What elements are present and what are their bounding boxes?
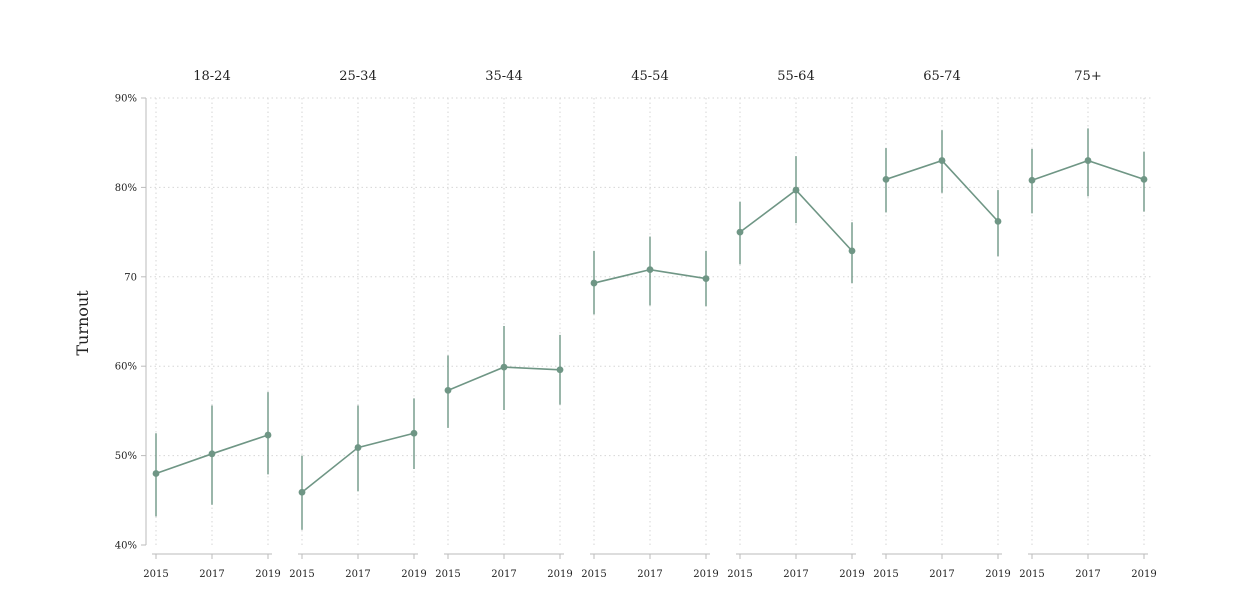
- data-point: [994, 217, 1002, 225]
- x-tick-label: 2019: [693, 569, 718, 580]
- y-tick-label: 60%: [115, 362, 137, 373]
- data-point: [702, 275, 710, 282]
- panel-45-54: 45-54 2015 2017 2019: [581, 69, 718, 580]
- x-tick-label: 2015: [289, 569, 314, 580]
- data-point: [848, 247, 856, 255]
- panel-18-24: 18-24 2015 2017 2019: [143, 69, 280, 580]
- x-tick-label: 2015: [1019, 569, 1044, 580]
- y-axis: 40% 50% 60% 70 80% 90%: [115, 94, 1152, 552]
- panel-75+: 75+ 2015 2017 2019: [1019, 69, 1156, 580]
- y-tick-label: 40%: [115, 541, 137, 552]
- x-tick-label: 2019: [401, 569, 426, 580]
- y-tick-label: 50%: [115, 451, 137, 462]
- data-point: [1084, 157, 1092, 164]
- panel-title: 18-24: [193, 69, 230, 84]
- data-point: [590, 279, 598, 287]
- x-tick-label: 2017: [199, 569, 224, 580]
- data-point: [444, 386, 452, 394]
- data-point: [298, 488, 306, 496]
- data-point: [938, 157, 946, 164]
- x-tick-label: 2017: [1075, 569, 1100, 580]
- data-point: [792, 186, 800, 194]
- y-axis-label: Turnout: [73, 290, 92, 356]
- x-tick-label: 2015: [581, 569, 606, 580]
- x-tick-label: 2019: [547, 569, 572, 580]
- y-tick-label: 80%: [115, 183, 137, 194]
- x-tick-label: 2019: [1131, 569, 1156, 580]
- x-tick-label: 2017: [491, 569, 516, 580]
- x-tick-label: 2017: [637, 569, 662, 580]
- data-point: [882, 175, 890, 183]
- panel-35-44: 35-44 2015 2017 2019: [435, 69, 572, 580]
- data-point: [500, 363, 508, 371]
- x-tick-label: 2015: [727, 569, 752, 580]
- data-point: [208, 450, 216, 458]
- panel-title: 75+: [1074, 69, 1101, 84]
- x-tick-label: 2019: [839, 569, 864, 580]
- data-point: [410, 429, 418, 437]
- data-point: [1028, 176, 1036, 184]
- data-point: [354, 444, 362, 451]
- panel-25-34: 25-34 2015 2017 2019: [289, 69, 426, 580]
- data-point: [152, 470, 160, 477]
- x-tick-label: 2017: [345, 569, 370, 580]
- data-point: [264, 431, 272, 439]
- panel-65-74: 65-74 2015 2017 2019: [873, 69, 1010, 580]
- data-point: [646, 266, 654, 274]
- x-tick-label: 2015: [873, 569, 898, 580]
- x-tick-label: 2015: [143, 569, 168, 580]
- panel-55-64: 55-64 2015 2017 2019: [727, 69, 864, 580]
- chart-panels: 18-24 2015 2017 2019 25-34 2015 2017 2019 35-44 2…: [143, 69, 1156, 580]
- panel-title: 25-34: [339, 69, 376, 84]
- panel-title: 35-44: [485, 69, 522, 84]
- x-tick-label: 2015: [435, 569, 460, 580]
- x-tick-label: 2019: [985, 569, 1010, 580]
- x-tick-label: 2019: [255, 569, 280, 580]
- panel-title: 45-54: [631, 69, 668, 84]
- x-tick-label: 2017: [783, 569, 808, 580]
- panel-title: 65-74: [923, 69, 960, 84]
- x-tick-label: 2017: [929, 569, 954, 580]
- panel-title: 55-64: [777, 69, 814, 84]
- data-point: [556, 366, 564, 374]
- data-point: [1140, 175, 1148, 183]
- y-tick-label: 70: [124, 272, 137, 283]
- data-point: [736, 228, 744, 236]
- y-axis-label-group: Turnout: [73, 290, 92, 356]
- y-tick-label: 90%: [115, 94, 137, 105]
